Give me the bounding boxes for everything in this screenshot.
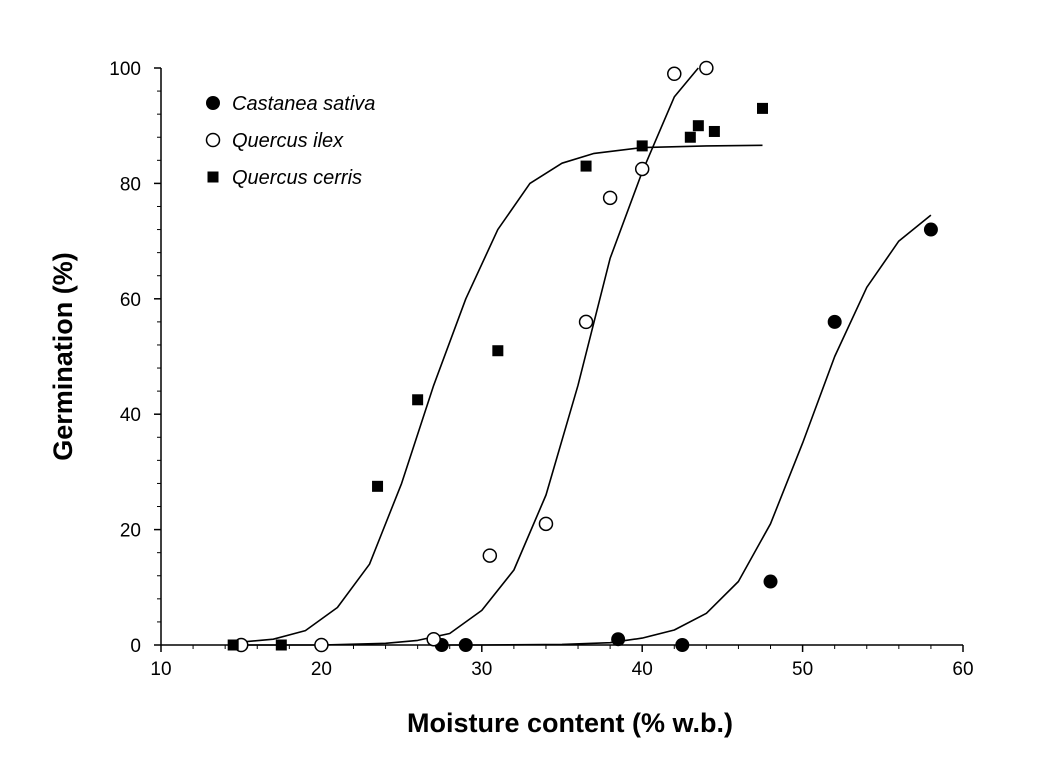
data-point-quercus-ilex	[426, 631, 441, 647]
x-tick-label: 30	[471, 659, 492, 680]
data-point-quercus-cerris	[492, 345, 504, 357]
data-point-castanea-sativa	[611, 632, 626, 647]
y-tick-label: 20	[120, 521, 141, 542]
x-tick-label: 20	[311, 659, 332, 680]
x-tick-label: 60	[952, 659, 973, 680]
legend-marker-quercus-ilex	[205, 132, 221, 148]
data-point-quercus-cerris	[636, 140, 648, 152]
data-point-quercus-ilex	[667, 66, 682, 82]
x-axis-title: Moisture content (% w.b.)	[407, 708, 733, 738]
x-tick-label: 40	[632, 659, 653, 680]
x-tick-label: 10	[150, 659, 171, 680]
fit-curves	[241, 67, 932, 646]
data-point-castanea-sativa	[763, 574, 778, 589]
fit-curve-castanea-sativa	[433, 214, 932, 646]
data-point-quercus-cerris	[412, 394, 424, 406]
data-point-castanea-sativa	[827, 314, 842, 329]
data-point-quercus-ilex	[482, 548, 498, 563]
data-point-quercus-ilex	[602, 190, 618, 206]
legend: Castanea sativa Quercus ilex Quercus cerri…	[205, 93, 375, 189]
legend-label-quercus-ilex: Quercus ilex	[232, 130, 344, 152]
legend-marker-quercus-cerris	[207, 171, 219, 183]
data-point-quercus-cerris	[757, 102, 768, 114]
data-point-quercus-cerris	[580, 160, 592, 172]
data-point-quercus-cerris	[372, 480, 384, 492]
data-point-quercus-ilex	[634, 161, 650, 177]
y-axis-title: Germination (%)	[48, 252, 78, 461]
legend-label-castanea-sativa: Castanea sativa	[232, 93, 375, 115]
fit-curve-quercus-ilex	[241, 67, 699, 646]
data-point-quercus-cerris	[684, 131, 696, 143]
data-point-quercus-ilex	[578, 314, 594, 330]
data-points	[227, 60, 938, 653]
data-point-quercus-cerris	[708, 125, 720, 137]
data-point-quercus-cerris	[692, 120, 704, 132]
x-tick-label: 50	[792, 659, 813, 680]
legend-marker-castanea-sativa	[206, 96, 220, 110]
data-point-quercus-ilex	[314, 637, 329, 653]
data-point-quercus-ilex	[699, 60, 714, 76]
data-point-castanea-sativa	[675, 638, 690, 652]
data-point-castanea-sativa	[458, 638, 473, 652]
data-point-castanea-sativa	[923, 222, 938, 237]
y-tick-label: 80	[120, 174, 141, 195]
y-tick-label: 100	[109, 59, 141, 80]
y-tick-label: 40	[120, 405, 141, 426]
data-point-quercus-ilex	[538, 516, 554, 532]
data-point-quercus-cerris	[275, 639, 287, 651]
axes: 10 20 30 40 50 60 0 20 40 60 80 100	[109, 59, 973, 680]
x-ticks: 10 20 30 40 50 60	[150, 645, 974, 680]
data-point-quercus-cerris	[227, 639, 239, 651]
y-tick-label: 0	[130, 636, 141, 657]
legend-label-quercus-cerris: Quercus cerris	[232, 167, 362, 189]
fit-curve-quercus-cerris	[241, 144, 763, 643]
y-tick-label: 60	[120, 290, 141, 311]
y-ticks: 0 20 40 60 80 100	[109, 59, 161, 657]
